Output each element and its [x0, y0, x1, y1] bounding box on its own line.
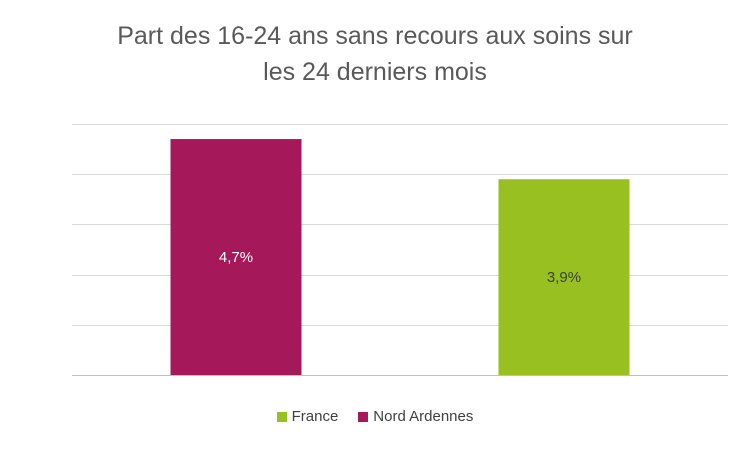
- bars: [170, 139, 630, 375]
- data-labels: 4,7% 3,9%: [219, 249, 581, 286]
- bar-nord-ardennes: [170, 139, 302, 375]
- bar-france: [498, 179, 630, 375]
- legend-item-nord-ardennes: Nord Ardennes: [358, 408, 473, 425]
- legend-item-france: France: [276, 408, 339, 425]
- legend-label-france: France: [291, 408, 339, 425]
- chart-title-line-1: Part des 16-24 ans sans recours aux soin…: [117, 22, 633, 50]
- data-label-france: 3,9%: [547, 269, 581, 286]
- legend-label-nord-ardennes: Nord Ardennes: [373, 408, 474, 425]
- legend: France Nord Ardennes: [0, 408, 750, 425]
- data-label-nord-ardennes: 4,7%: [219, 249, 253, 266]
- gridlines: [72, 124, 728, 376]
- legend-swatch-france: [276, 411, 287, 422]
- chart-title: Part des 16-24 ans sans recours aux soin…: [0, 18, 750, 90]
- legend-swatch-nord-ardennes: [358, 411, 369, 422]
- chart-title-line-2: les 24 derniers mois: [263, 58, 487, 86]
